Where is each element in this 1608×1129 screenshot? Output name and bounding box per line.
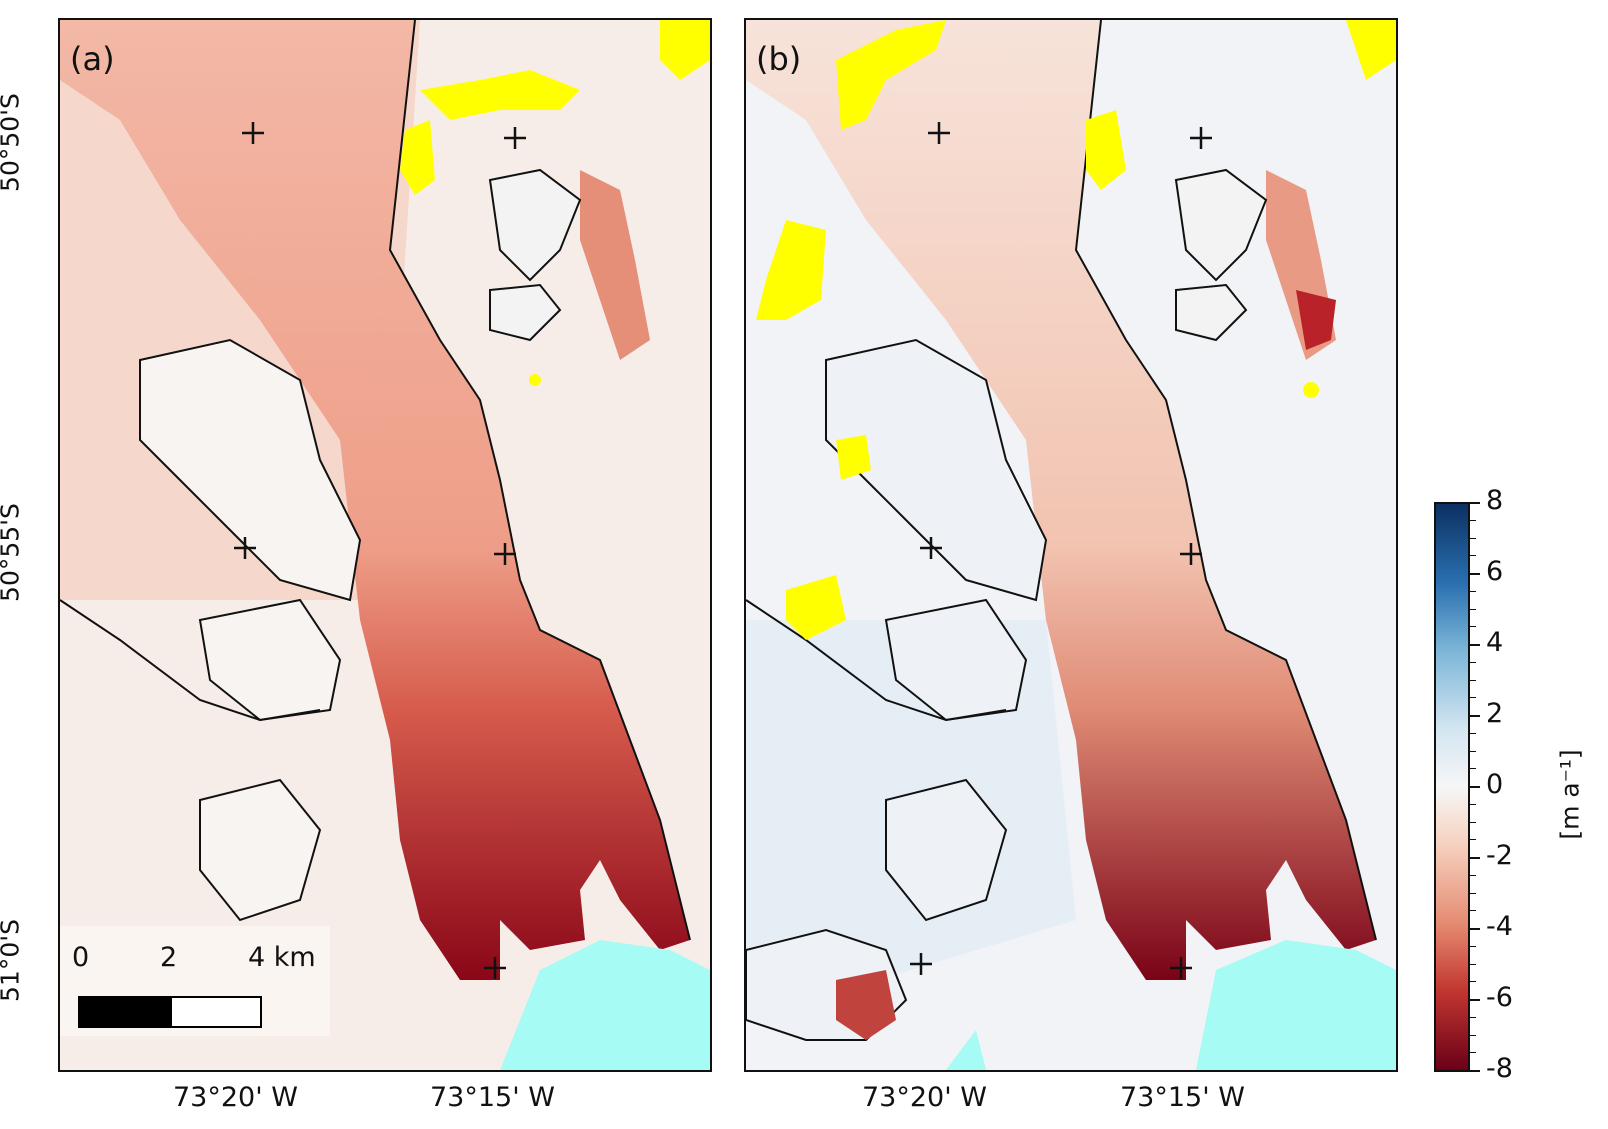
colorbar-minor-tick bbox=[1470, 945, 1476, 947]
lat-label-51-0: 51°0'S bbox=[0, 919, 25, 1002]
colorbar-minor-tick bbox=[1470, 963, 1476, 965]
colorbar-minor-tick bbox=[1470, 803, 1476, 805]
panel-label-a: (a) bbox=[70, 40, 115, 78]
colorbar bbox=[1434, 502, 1470, 1072]
lat-label-50-55: 50°55'S bbox=[0, 503, 25, 602]
panel-label-b: (b) bbox=[756, 40, 802, 78]
colorbar-tick bbox=[1470, 1070, 1480, 1072]
glacier-main-a bbox=[60, 20, 690, 980]
colorbar-tick-label: -4 bbox=[1486, 911, 1513, 942]
colorbar-tick-label: 0 bbox=[1486, 769, 1504, 800]
colorbar-minor-tick bbox=[1470, 697, 1476, 699]
lon-label-a-73-15: 73°15' W bbox=[430, 1082, 555, 1113]
colorbar-minor-tick bbox=[1470, 1052, 1476, 1054]
colorbar-minor-tick bbox=[1470, 839, 1476, 841]
colorbar-minor-tick bbox=[1470, 981, 1476, 983]
scale-label-4km: 4 km bbox=[248, 942, 316, 973]
colorbar-minor-tick bbox=[1470, 892, 1476, 894]
colorbar-tick-label: -2 bbox=[1486, 840, 1513, 871]
colorbar-tick-label: 8 bbox=[1486, 485, 1504, 516]
colorbar-minor-tick bbox=[1470, 555, 1476, 557]
lake-a bbox=[500, 940, 710, 1070]
map-b bbox=[746, 20, 1396, 1070]
scale-bar-black bbox=[78, 996, 174, 1028]
colorbar-tick bbox=[1470, 573, 1480, 575]
colorbar-tick bbox=[1470, 928, 1480, 930]
colorbar-tick bbox=[1470, 857, 1480, 859]
scale-label-0: 0 bbox=[72, 942, 90, 973]
colorbar-minor-tick bbox=[1470, 732, 1476, 734]
colorbar-minor-tick bbox=[1470, 874, 1476, 876]
colorbar-tick-label: -8 bbox=[1486, 1053, 1513, 1084]
colorbar-tick-label: -6 bbox=[1486, 982, 1513, 1013]
colorbar-minor-tick bbox=[1470, 910, 1476, 912]
map-panel-a: (a) 0 2 4 km bbox=[58, 18, 712, 1072]
lon-label-a-73-20: 73°20' W bbox=[173, 1082, 298, 1113]
lat-label-50-50: 50°50'S bbox=[0, 93, 25, 192]
colorbar-minor-tick bbox=[1470, 661, 1476, 663]
glacier-main-b bbox=[746, 20, 1376, 980]
lake-b bbox=[1196, 940, 1396, 1070]
colorbar-minor-tick bbox=[1470, 679, 1476, 681]
colorbar-tick bbox=[1470, 715, 1480, 717]
colorbar-minor-tick bbox=[1470, 626, 1476, 628]
colorbar-minor-tick bbox=[1470, 608, 1476, 610]
colorbar-label: [m a⁻¹] bbox=[1555, 749, 1585, 840]
colorbar-minor-tick bbox=[1470, 1016, 1476, 1018]
colorbar-tick bbox=[1470, 502, 1480, 504]
map-panel-b: (b) bbox=[744, 18, 1398, 1072]
scale-label-2: 2 bbox=[160, 942, 178, 973]
colorbar-tick bbox=[1470, 999, 1480, 1001]
colorbar-minor-tick bbox=[1470, 519, 1476, 521]
scale-bar-white bbox=[170, 996, 262, 1028]
map-a bbox=[60, 20, 710, 1070]
colorbar-tick bbox=[1470, 786, 1480, 788]
colorbar-minor-tick bbox=[1470, 537, 1476, 539]
colorbar-minor-tick bbox=[1470, 768, 1476, 770]
scale-bar: 0 2 4 km bbox=[60, 926, 330, 1036]
lon-label-b-73-15: 73°15' W bbox=[1120, 1082, 1245, 1113]
colorbar-tick-label: 4 bbox=[1486, 627, 1504, 658]
lon-label-b-73-20: 73°20' W bbox=[862, 1082, 987, 1113]
colorbar-minor-tick bbox=[1470, 590, 1476, 592]
colorbar-minor-tick bbox=[1470, 821, 1476, 823]
colorbar-tick-label: 2 bbox=[1486, 698, 1504, 729]
colorbar-minor-tick bbox=[1470, 750, 1476, 752]
colorbar-tick bbox=[1470, 644, 1480, 646]
colorbar-tick-label: 6 bbox=[1486, 556, 1504, 587]
colorbar-minor-tick bbox=[1470, 1034, 1476, 1036]
